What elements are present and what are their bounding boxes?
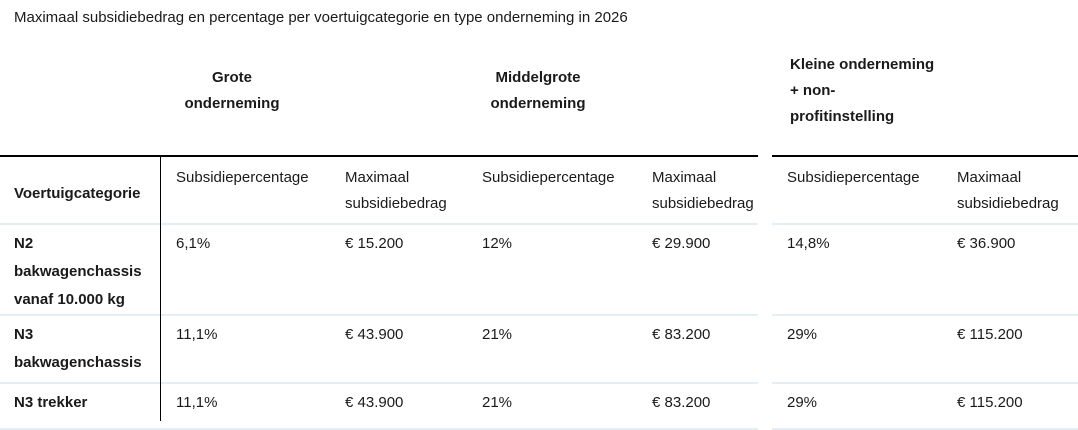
col-header-subsidiepercentage-kleine: Subsidiepercentage — [772, 155, 942, 225]
group-header-label: Kleine onderneming + non- profitinstelli… — [790, 55, 935, 125]
cell-value: € 15.200 — [330, 225, 467, 316]
group-header-middelgrote-onderneming: Middelgrote onderneming — [467, 65, 758, 117]
cell-value: € 83.200 — [637, 316, 758, 384]
cell-value: € 83.200 — [637, 384, 758, 430]
cell-value: 29% — [772, 316, 942, 384]
cell-value: 21% — [467, 384, 637, 430]
col-header-maximaal-subsidiebedrag-middelgrote: Maximaal subsidiebedrag — [637, 155, 758, 225]
group-header-kleine-onderneming: Kleine onderneming + non- profitinstelli… — [772, 52, 1078, 130]
subsidy-table: Voertuigcategorie Subsidiepercentage Max… — [0, 155, 1078, 430]
column-spacer — [758, 225, 772, 316]
col-header-voertuigcategorie: Voertuigcategorie — [0, 155, 161, 225]
cell-value: 12% — [467, 225, 637, 316]
cell-value: 14,8% — [772, 225, 942, 316]
col-header-subsidiepercentage-middelgrote: Subsidiepercentage — [467, 155, 637, 225]
cell-value: 6,1% — [161, 225, 330, 316]
column-spacer — [758, 155, 772, 225]
column-spacer — [758, 384, 772, 430]
row-category: N3 bakwagenchassis — [0, 316, 161, 384]
vertical-divider — [160, 155, 161, 421]
cell-value: € 115.200 — [942, 316, 1078, 384]
cell-value: € 43.900 — [330, 316, 467, 384]
cell-value: € 43.900 — [330, 384, 467, 430]
group-header-label: Grote onderneming — [184, 68, 280, 112]
col-header-subsidiepercentage-grote: Subsidiepercentage — [161, 155, 330, 225]
col-header-maximaal-subsidiebedrag-kleine: Maximaal subsidiebedrag — [942, 155, 1078, 225]
column-spacer — [758, 316, 772, 384]
cell-value: € 29.900 — [637, 225, 758, 316]
page-title: Maximaal subsidiebedrag en percentage pe… — [14, 9, 628, 26]
cell-value: 11,1% — [161, 384, 330, 430]
row-category: N3 trekker — [0, 384, 161, 430]
group-header-label: Middelgrote onderneming — [490, 68, 586, 112]
cell-value: € 36.900 — [942, 225, 1078, 316]
cell-value: 11,1% — [161, 316, 330, 384]
cell-value: 29% — [772, 384, 942, 430]
col-header-maximaal-subsidiebedrag-grote: Maximaal subsidiebedrag — [330, 155, 467, 225]
group-header-grote-onderneming: Grote onderneming — [161, 65, 467, 117]
cell-value: 21% — [467, 316, 637, 384]
row-category: N2 bakwagenchassis vanaf 10.000 kg — [0, 225, 161, 316]
group-header-row: Grote onderneming Middelgrote ondernemin… — [0, 26, 1078, 155]
cell-value: € 115.200 — [942, 384, 1078, 430]
